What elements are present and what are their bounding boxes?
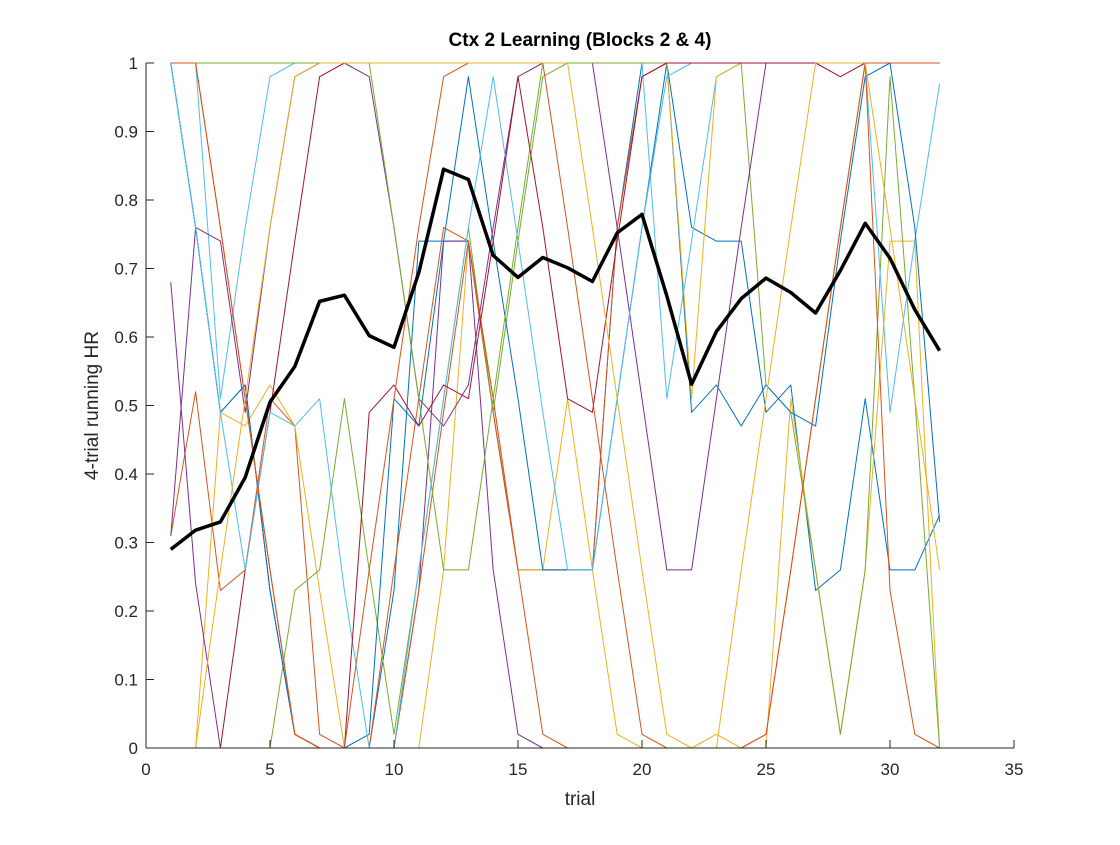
y-tick-label: 0.9 xyxy=(114,123,138,142)
series-line-16 xyxy=(170,62,941,749)
series-line-mean xyxy=(169,167,942,551)
x-tick-label: 25 xyxy=(757,760,776,779)
y-tick-label: 0.5 xyxy=(114,397,138,416)
x-axis-label: trial xyxy=(565,789,596,810)
series-layer xyxy=(169,62,942,749)
axes-layer: 0 5 10 15 20 25 30 35 0 0.1 0.2 0.3 0.4 0.5 0.6 0.7 0.8 0… xyxy=(114,54,1023,779)
series-line-15 xyxy=(170,62,940,749)
series-line-5 xyxy=(170,62,941,749)
x-tick-label: 35 xyxy=(1005,760,1024,779)
y-tick-label: 0.1 xyxy=(114,671,138,690)
y-tick-label: 0.6 xyxy=(114,328,138,347)
y-tick-label: 0.7 xyxy=(114,260,138,279)
x-tick-label: 20 xyxy=(633,760,652,779)
x-tick-label: 15 xyxy=(509,760,528,779)
y-tick-label: 0 xyxy=(129,739,138,758)
x-tick-label: 5 xyxy=(265,760,274,779)
x-tick-label: 10 xyxy=(385,760,404,779)
y-tick-label: 0.4 xyxy=(114,465,138,484)
x-tick-label: 30 xyxy=(881,760,900,779)
y-tick-label: 1 xyxy=(129,54,138,73)
y-axis-label: 4-trial running HR xyxy=(82,331,103,480)
y-tick-label: 0.8 xyxy=(114,191,138,210)
y-tick-label: 0.2 xyxy=(114,602,138,621)
x-tick-label: 0 xyxy=(141,760,150,779)
chart-title: Ctx 2 Learning (Blocks 2 & 4) xyxy=(449,30,712,51)
y-tick-label: 0.3 xyxy=(114,534,138,553)
